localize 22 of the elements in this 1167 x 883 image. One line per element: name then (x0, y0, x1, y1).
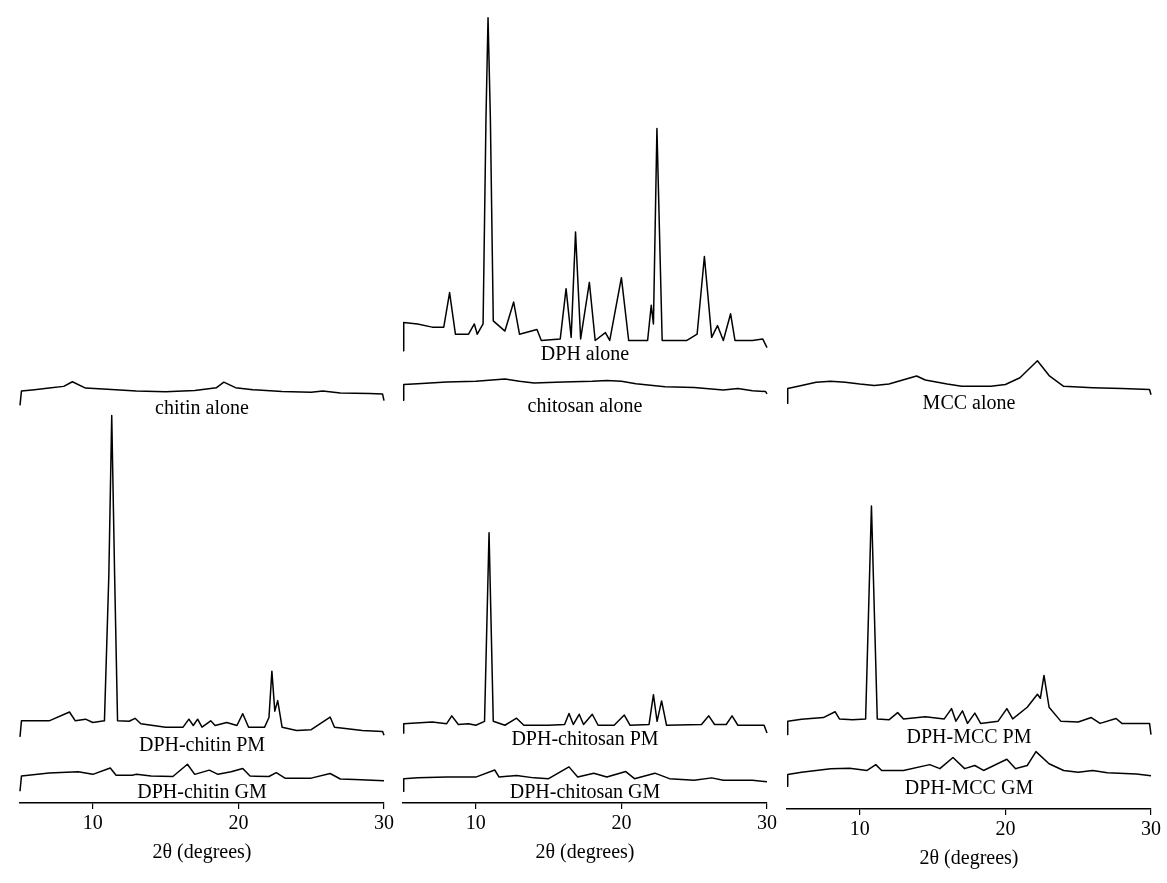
series-label: DPH-MCC GM (903, 776, 1035, 799)
series-label: DPH-chitosan GM (508, 780, 662, 802)
x-tick-label: 10 (849, 817, 870, 840)
series-label: DPH-chitin GM (136, 780, 268, 802)
series-label: chitosan alone (526, 393, 644, 416)
series-label: DPH alone (539, 342, 631, 365)
series-label: DPH-chitosan PM (510, 727, 660, 750)
x-tick-label: 20 (995, 817, 1016, 840)
x-tick-label: 20 (228, 811, 249, 834)
x-axis-title: 2θ (degrees) (919, 846, 1019, 870)
series-label: chitin alone (154, 395, 250, 418)
series-label: MCC alone (921, 391, 1017, 414)
x-tick-label: 20 (611, 811, 632, 834)
series-label: DPH-chitin PM (137, 733, 267, 756)
x-tick-label: 10 (465, 811, 486, 834)
x-tick-label: 30 (757, 811, 777, 834)
x-axis-title: 2θ (degrees) (152, 840, 252, 864)
x-tick-label: 10 (82, 811, 103, 834)
series-label: DPH-MCC PM (905, 725, 1033, 748)
x-tick-label: 30 (374, 811, 394, 834)
x-tick-label: 30 (1141, 817, 1161, 840)
x-axis-title: 2θ (degrees) (535, 840, 635, 864)
